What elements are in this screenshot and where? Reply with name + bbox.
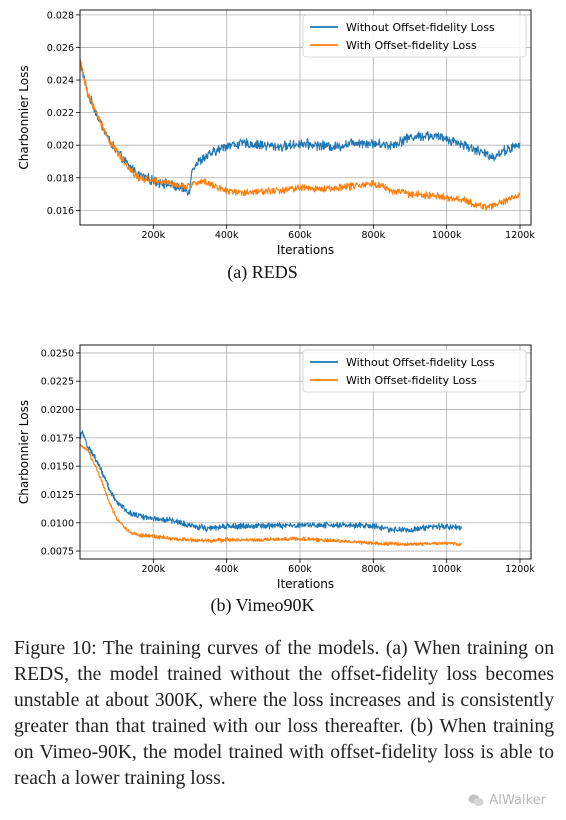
y-tick-label: 0.0250 (41, 348, 74, 359)
y-tick-label: 0.0125 (41, 490, 74, 501)
x-tick-label: 1000k (432, 564, 462, 575)
y-axis-label: Charbonnier Loss (17, 400, 31, 504)
y-tick-label: 0.024 (47, 76, 74, 87)
y-tick-label: 0.0225 (41, 377, 74, 388)
y-tick-label: 0.0075 (41, 547, 74, 558)
y-tick-label: 0.0200 (41, 405, 74, 416)
plot-frame (79, 9, 532, 226)
legend: Without Offset-fidelity Loss With Offset-… (302, 14, 527, 58)
x-tick-label: 1000k (432, 230, 462, 241)
legend-label: Without Offset-fidelity Loss (346, 356, 495, 369)
legend-box (302, 349, 527, 393)
x-tick-label: 200k (142, 564, 166, 575)
x-tick-label: 1200k (505, 564, 535, 575)
y-tick-label: 0.0150 (41, 462, 74, 473)
series-line-with-offset-fidelity (80, 58, 521, 211)
x-axis-label: Iterations (277, 577, 334, 591)
series-line-without-offset-fidelity (80, 59, 521, 196)
y-tick-label: 0.018 (47, 173, 74, 184)
y-tick-label: 0.022 (47, 108, 74, 119)
legend-box (302, 14, 527, 58)
y-tick-label: 0.0100 (41, 518, 74, 529)
legend-label: Without Offset-fidelity Loss (346, 21, 495, 34)
y-tick-label: 0.0175 (41, 433, 74, 444)
plot-frame (79, 344, 532, 560)
x-tick-label: 600k (288, 230, 312, 241)
legend: Without Offset-fidelity Loss With Offset-… (302, 349, 527, 393)
y-tick-label: 0.016 (47, 206, 74, 217)
x-tick-label: 800k (362, 564, 386, 575)
x-tick-label: 400k (215, 564, 239, 575)
watermark: AIWalker (468, 793, 546, 808)
y-tick-label: 0.020 (47, 141, 74, 152)
training-curves-figure: 200k 400k 600k 800k 1000k 1200k 0.016 0.018 0.02… (17, 9, 535, 616)
y-axis-label: Charbonnier Loss (17, 65, 31, 169)
y-tick-label: 0.028 (47, 10, 74, 21)
x-tick-label: 200k (142, 230, 166, 241)
x-tick-label: 800k (362, 230, 386, 241)
chart-vimeo90k: 200k 400k 600k 800k 1000k 1200k 0.0075 0.0100 0.… (17, 344, 535, 616)
x-axis-label: Iterations (277, 243, 334, 257)
series-line-without-offset-fidelity (80, 429, 462, 534)
x-tick-label: 400k (215, 230, 239, 241)
figure-caption: Figure 10: The training curves of the mo… (14, 638, 554, 789)
subfigure-caption: (a) REDS (227, 262, 298, 283)
wechat-icon (468, 794, 484, 806)
legend-label: With Offset-fidelity Loss (346, 39, 477, 52)
chart-reds: 200k 400k 600k 800k 1000k 1200k 0.016 0.018 0.02… (17, 9, 535, 283)
x-tick-label: 1200k (505, 230, 535, 241)
series-line-with-offset-fidelity (80, 444, 462, 547)
subfigure-caption: (b) Vimeo90K (210, 595, 314, 616)
watermark-text: AIWalker (489, 793, 546, 808)
y-tick-label: 0.026 (47, 43, 74, 54)
figure: 200k 400k 600k 800k 1000k 1200k 0.016 0.018 0.02… (17, 9, 535, 616)
legend-label: With Offset-fidelity Loss (346, 374, 477, 387)
x-tick-label: 600k (288, 564, 312, 575)
